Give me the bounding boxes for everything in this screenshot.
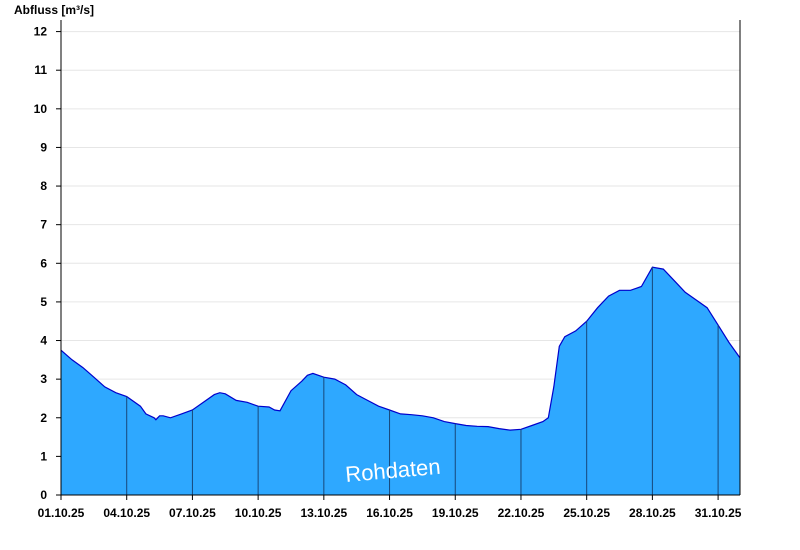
x-tick-label: 16.10.25	[366, 506, 413, 520]
axes	[60, 20, 741, 496]
x-tick-label: 25.10.25	[563, 506, 610, 520]
y-tick-label: 6	[40, 256, 47, 270]
x-tick-label: 04.10.25	[103, 506, 150, 520]
x-axis-ticks: 01.10.25 04.10.25 07.10.25 10.10.25 13.10.25…	[38, 495, 742, 520]
y-tick-label: 9	[40, 140, 47, 154]
y-tick-label: 4	[40, 334, 47, 348]
y-tick-label: 7	[40, 218, 47, 232]
x-tick-label: 13.10.25	[300, 506, 347, 520]
y-axis-title: Abfluss [m³/s]	[14, 3, 94, 17]
day-markers	[126, 267, 719, 495]
y-tick-label: 12	[34, 25, 48, 39]
discharge-line	[60, 266, 741, 431]
discharge-area	[61, 267, 740, 495]
plot-area	[60, 266, 741, 495]
y-tick-label: 8	[40, 179, 47, 193]
x-tick-label: 01.10.25	[38, 506, 85, 520]
y-tick-label: 10	[34, 102, 48, 116]
y-tick-label: 5	[40, 295, 47, 309]
y-tick-label: 3	[40, 372, 47, 386]
x-tick-label: 10.10.25	[235, 506, 282, 520]
y-tick-label: 11	[34, 63, 47, 77]
x-tick-label: 22.10.25	[498, 506, 545, 520]
x-tick-label: 31.10.25	[695, 506, 742, 520]
y-tick-label: 2	[40, 411, 47, 425]
y-tick-label: 1	[40, 449, 47, 463]
x-tick-label: 07.10.25	[169, 506, 216, 520]
y-tick-label: 0	[40, 488, 47, 502]
x-tick-label: 28.10.25	[629, 506, 676, 520]
x-tick-label: 19.10.25	[432, 506, 479, 520]
